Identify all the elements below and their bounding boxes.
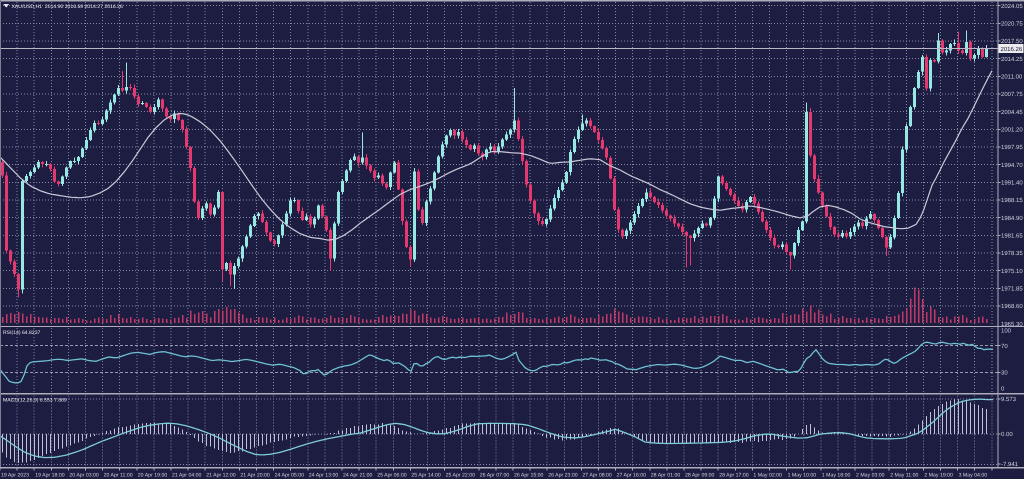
svg-text:26 Apr 07:00: 26 Apr 07:00 [480, 472, 510, 478]
svg-text:0: 0 [1001, 386, 1005, 393]
svg-text:1991.40: 1991.40 [1001, 180, 1023, 187]
svg-text:20 Apr 19:00: 20 Apr 19:00 [138, 472, 168, 478]
svg-text:25 Apr 14:00: 25 Apr 14:00 [411, 472, 441, 478]
svg-text:1965.30: 1965.30 [1001, 321, 1023, 328]
svg-text:70: 70 [1001, 343, 1008, 350]
svg-text:1 May 10:00: 1 May 10:00 [788, 472, 817, 478]
svg-text:XAU/USD,H1 2014.90 2016.69 20: XAU/USD,H1 2014.90 2016.69 2014.27 2016.… [12, 4, 123, 10]
svg-text:2011.00: 2011.00 [1001, 74, 1023, 81]
svg-text:27 Apr 16:00: 27 Apr 16:00 [617, 472, 647, 478]
svg-text:2001.20: 2001.20 [1001, 127, 1023, 134]
svg-text:2 May 03:00: 2 May 03:00 [856, 472, 885, 478]
svg-text:9.573: 9.573 [1001, 396, 1017, 403]
svg-text:19 Apr 18:00: 19 Apr 18:00 [35, 472, 65, 478]
svg-text:0.00: 0.00 [1001, 431, 1013, 438]
svg-text:RSI(14) 64.8237: RSI(14) 64.8237 [3, 330, 41, 336]
svg-text:2 May 11:00: 2 May 11:00 [890, 472, 918, 478]
svg-text:26 Apr 23:00: 26 Apr 23:00 [548, 472, 578, 478]
svg-text:24 Apr 13:00: 24 Apr 13:00 [309, 472, 339, 478]
svg-text:28 Apr 17:00: 28 Apr 17:00 [719, 472, 749, 478]
svg-text:-7.941: -7.941 [1001, 461, 1019, 468]
svg-text:1 May 18:00: 1 May 18:00 [822, 472, 851, 478]
svg-text:20 Apr 11:00: 20 Apr 11:00 [104, 472, 133, 478]
svg-text:24 Apr 21:00: 24 Apr 21:00 [343, 472, 373, 478]
svg-text:1978.35: 1978.35 [1001, 250, 1023, 257]
svg-text:21 Apr 12:00: 21 Apr 12:00 [206, 472, 236, 478]
svg-text:20 Apr 03:00: 20 Apr 03:00 [69, 472, 99, 478]
svg-text:28 Apr 01:00: 28 Apr 01:00 [651, 472, 681, 478]
svg-text:3 May 04:00: 3 May 04:00 [959, 472, 988, 478]
svg-text:2020.75: 2020.75 [1001, 21, 1023, 28]
svg-text:21 Apr 20:00: 21 Apr 20:00 [240, 472, 270, 478]
svg-text:1984.90: 1984.90 [1001, 215, 1023, 222]
svg-text:2024.05: 2024.05 [1001, 3, 1023, 10]
svg-text:1994.70: 1994.70 [1001, 162, 1023, 169]
svg-text:2 May 19:00: 2 May 19:00 [924, 472, 953, 478]
svg-text:1971.85: 1971.85 [1001, 286, 1023, 293]
svg-text:24 Apr 05:00: 24 Apr 05:00 [275, 472, 305, 478]
svg-text:1988.15: 1988.15 [1001, 197, 1023, 204]
svg-text:28 Apr 09:00: 28 Apr 09:00 [685, 472, 715, 478]
svg-text:1975.10: 1975.10 [1001, 268, 1023, 275]
svg-text:2014.25: 2014.25 [1001, 56, 1023, 63]
svg-text:1997.95: 1997.95 [1001, 144, 1023, 151]
svg-text:25 Apr 06:00: 25 Apr 06:00 [377, 472, 407, 478]
svg-text:2017.50: 2017.50 [1001, 38, 1023, 45]
svg-text:2004.45: 2004.45 [1001, 109, 1023, 116]
svg-text:1968.60: 1968.60 [1001, 303, 1023, 310]
svg-text:100: 100 [1001, 328, 1012, 335]
svg-text:2007.75: 2007.75 [1001, 91, 1023, 98]
svg-text:26 Apr 15:00: 26 Apr 15:00 [514, 472, 544, 478]
svg-text:30: 30 [1001, 370, 1008, 377]
svg-text:19 Apr 2023: 19 Apr 2023 [1, 472, 29, 478]
svg-text:MACD(12,26,9) 6.553 7.889: MACD(12,26,9) 6.553 7.889 [3, 398, 67, 404]
svg-text:1981.65: 1981.65 [1001, 233, 1023, 240]
svg-text:2016.26: 2016.26 [1001, 46, 1023, 53]
svg-text:21 Apr 04:00: 21 Apr 04:00 [172, 472, 202, 478]
svg-text:1 May 02:00: 1 May 02:00 [753, 472, 782, 478]
svg-text:25 Apr 22:00: 25 Apr 22:00 [446, 472, 476, 478]
svg-text:27 Apr 08:00: 27 Apr 08:00 [582, 472, 612, 478]
